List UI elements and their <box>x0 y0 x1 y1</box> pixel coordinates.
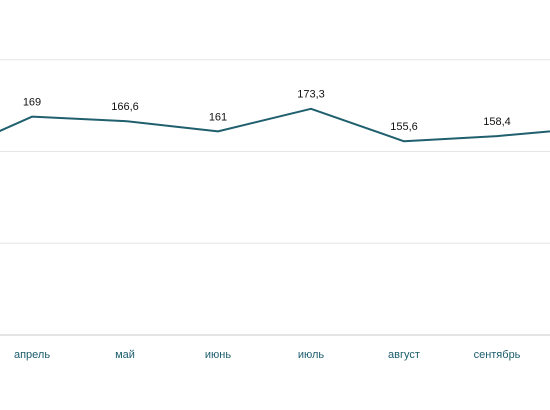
x-tick-label: август <box>388 349 420 361</box>
x-tick-label: сентябрь <box>474 349 521 361</box>
data-label: 155,6 <box>390 121 418 133</box>
x-tick-label: июнь <box>205 349 231 361</box>
data-label: 158,4 <box>483 116 511 128</box>
data-label: 161 <box>209 111 227 123</box>
data-label: 173,3 <box>297 89 325 101</box>
data-label: 169 <box>23 97 41 109</box>
x-tick-label: июль <box>298 349 325 361</box>
line <box>0 107 550 143</box>
x-tick-label: апрель <box>14 349 50 361</box>
x-tick-label: май <box>115 349 135 361</box>
data-label: 166,6 <box>111 101 139 113</box>
